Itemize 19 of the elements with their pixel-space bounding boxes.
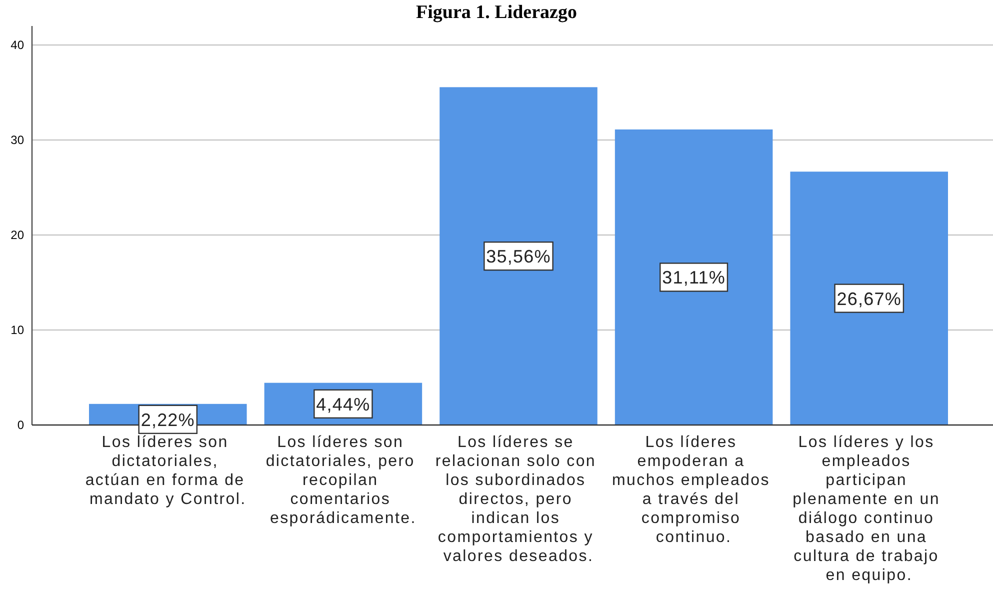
x-tick-label: Los líderes son dictatoriales, actúan en forma de mandato y Control.: [85, 434, 250, 508]
x-tick-label: Los líderes empoderan a muchos empleados a través del compromiso continuo.: [612, 434, 776, 546]
x-tick-label: Los líderes se relacionan solo con los subordinados directos, pero indican los comportamientos y valores deseados.: [435, 434, 602, 565]
data-label: 4,44%: [316, 394, 370, 414]
data-label: 2,22%: [140, 410, 195, 430]
y-tick-label: 30: [10, 132, 24, 147]
bar: [790, 172, 948, 425]
y-tick-label: 10: [10, 322, 24, 337]
y-tick-label: 0: [17, 418, 24, 432]
data-label: 26,67%: [836, 288, 902, 309]
data-label: 31,11%: [662, 268, 726, 288]
y-tick-label: 40: [10, 38, 24, 52]
data-label: 35,56%: [486, 246, 551, 267]
bar: [440, 87, 598, 425]
x-tick-label: Los líderes y los empleados participan plenamente en un diálogo continuo basado en una cultura de trabajo en equipo.: [792, 434, 946, 584]
bar: [614, 129, 773, 425]
x-tick-label: Los líderes son dictatoriales, pero recopilan comentarios esporádicamente.: [266, 434, 421, 527]
y-tick-label: 20: [10, 228, 24, 242]
chart-title: Figura 1. Liderazgo: [416, 2, 577, 23]
